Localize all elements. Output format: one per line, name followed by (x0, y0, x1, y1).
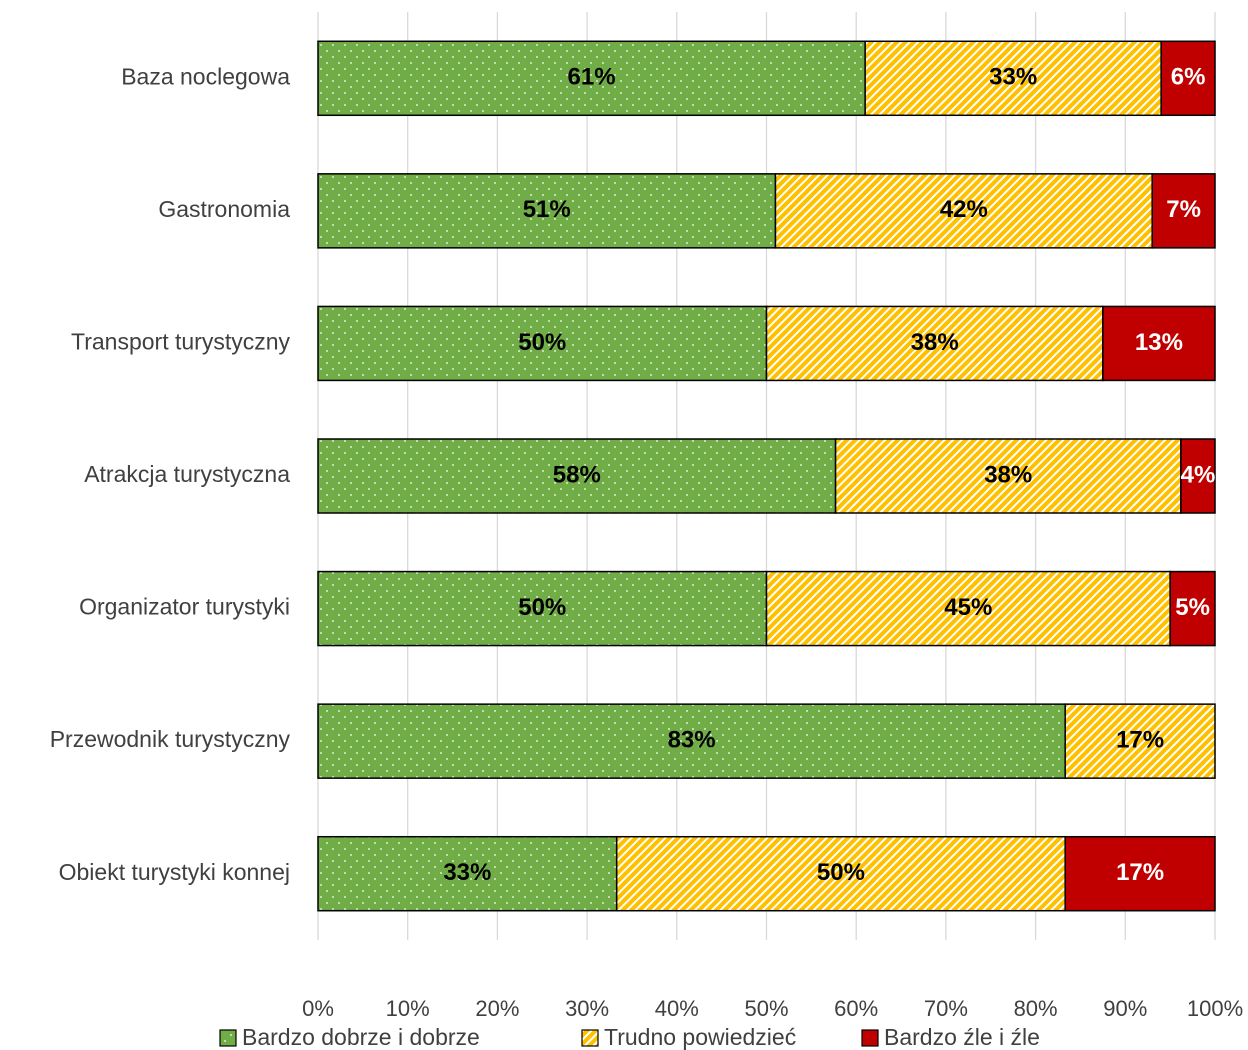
data-label: 50% (518, 329, 566, 356)
x-tick-label: 60% (834, 996, 878, 1021)
data-label: 4% (1181, 461, 1216, 488)
data-label: 38% (911, 329, 959, 356)
data-label: 45% (944, 594, 992, 621)
bar-segment (1169, 570, 1216, 647)
data-label: 7% (1166, 196, 1201, 223)
data-label: 61% (568, 64, 616, 91)
x-tick-label: 90% (1103, 996, 1147, 1021)
data-label: 83% (668, 726, 716, 753)
category-label: Obiekt turystyki konnej (59, 859, 290, 885)
data-label: 50% (817, 859, 865, 886)
category-label: Atrakcja turystyczna (84, 461, 290, 487)
bar-segment (1064, 703, 1216, 779)
bar-segment (615, 835, 1066, 912)
x-tick-label: 50% (744, 996, 788, 1021)
data-label: 38% (984, 461, 1032, 488)
data-label: 58% (553, 461, 601, 488)
bar-segment (317, 570, 768, 647)
legend-swatch (219, 1029, 237, 1047)
bar-segment (317, 703, 1066, 779)
bar-segment (317, 438, 837, 514)
data-label: 42% (940, 196, 988, 223)
data-label: 17% (1116, 859, 1164, 886)
bar-segment (1151, 173, 1216, 249)
data-label: 5% (1175, 594, 1210, 621)
bar-segment (317, 835, 618, 912)
category-label: Przewodnik turystyczny (50, 726, 291, 752)
bar-segment (1160, 40, 1216, 117)
x-tick-label: 20% (475, 996, 519, 1021)
data-label: 50% (518, 594, 566, 621)
category-label: Baza noclegowa (121, 63, 290, 89)
data-label: 6% (1171, 64, 1206, 91)
bar-segment (834, 438, 1182, 514)
bar-segment (1102, 305, 1216, 382)
x-tick-label: 0% (302, 996, 334, 1021)
data-label: 51% (523, 196, 571, 223)
bar-segment (317, 40, 866, 117)
bar-segment (864, 40, 1162, 117)
x-tick-label: 10% (386, 996, 430, 1021)
legend-swatch (581, 1029, 599, 1047)
x-tick-label: 40% (655, 996, 699, 1021)
bar-segment (317, 173, 777, 249)
x-tick-label: 30% (565, 996, 609, 1021)
category-label: Gastronomia (158, 196, 290, 222)
data-label: 33% (989, 64, 1037, 91)
x-tick-label: 80% (1014, 996, 1058, 1021)
category-label: Transport turystyczny (71, 329, 290, 355)
data-label: 33% (443, 859, 491, 886)
legend-label: Trudno powiedzieć (604, 1024, 796, 1050)
data-label: 17% (1116, 726, 1164, 753)
legend-swatch (861, 1029, 879, 1047)
bar-segment (765, 570, 1171, 647)
legend-label: Bardzo źle i źle (884, 1024, 1040, 1050)
bar-segment (774, 173, 1153, 249)
x-tick-label: 70% (924, 996, 968, 1021)
bar-segment (317, 305, 768, 382)
category-label: Organizator turystyki (79, 594, 290, 620)
legend-label: Bardzo dobrze i dobrze (242, 1024, 480, 1050)
x-tick-label: 100% (1187, 996, 1243, 1021)
bar-segment (1180, 438, 1216, 514)
bar-segment (1064, 835, 1216, 912)
data-label: 13% (1135, 329, 1183, 356)
